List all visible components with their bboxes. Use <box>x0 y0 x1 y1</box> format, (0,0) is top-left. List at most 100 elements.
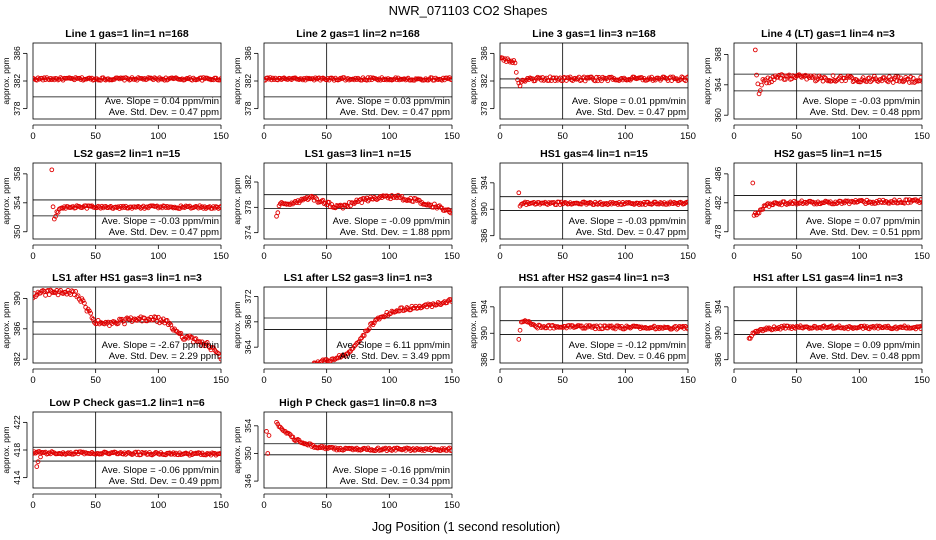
avg-slope-text: Ave. Slope = 0.09 ppm/min <box>806 340 920 351</box>
scatter-panel: LS1 gas=3 lin=1 n=15 0 50 100 150 374 378 382ap… <box>232 148 460 262</box>
x-tick-label: 100 <box>150 500 166 511</box>
x-tick-label: 150 <box>914 375 930 386</box>
data-point <box>895 74 901 80</box>
data-point <box>584 201 589 207</box>
avg-std-dev-text: Ave. Std. Dev. = 0.34 ppm <box>340 476 450 487</box>
data-point <box>754 72 759 78</box>
y-axis-label: approx. ppm <box>1 177 11 224</box>
y-tick-label: 422 <box>12 415 22 429</box>
y-axis-label: approx. ppm <box>702 177 712 224</box>
data-point <box>685 199 688 205</box>
data-point <box>87 75 92 81</box>
data-point <box>58 287 63 293</box>
data-point <box>154 319 160 324</box>
avg-std-dev-text: Ave. Std. Dev. = 0.47 ppm <box>576 107 686 118</box>
data-point <box>907 80 912 85</box>
plot-frame <box>263 286 453 364</box>
y-tick-label: 390 <box>713 326 723 340</box>
data-point <box>500 55 505 61</box>
data-point <box>918 74 922 80</box>
data-point <box>784 202 789 207</box>
data-point <box>218 451 221 457</box>
data-point <box>376 195 382 200</box>
data-point <box>858 79 863 85</box>
data-point <box>265 75 271 81</box>
data-point <box>859 323 865 329</box>
data-point <box>51 216 57 222</box>
data-point <box>918 326 922 331</box>
data-point <box>747 336 753 341</box>
x-tick-label: 0 <box>497 131 502 142</box>
scatter-panel: HS1 after LS1 gas=4 lin=1 n=3 0 50 100 150 38… <box>702 272 930 386</box>
avg-slope-text: Ave. Slope = -0.03 ppm/min <box>569 216 686 227</box>
data-point <box>750 180 756 186</box>
data-point <box>316 361 322 363</box>
scatter-panel: LS2 gas=2 lin=1 n=15 0 50 100 150 350 354 358ap… <box>1 148 229 262</box>
x-tick-label: 0 <box>261 375 266 386</box>
y-axis-label: approx. ppm <box>232 301 242 348</box>
panel-title: HS1 gas=4 lin=1 n=15 <box>540 148 648 160</box>
data-point <box>120 319 126 324</box>
data-point <box>351 344 357 349</box>
panel-title: Line 4 (LT) gas=1 lin=4 n=3 <box>761 28 895 40</box>
data-point <box>375 77 381 83</box>
data-point <box>870 76 876 82</box>
x-tick-label: 0 <box>497 251 502 262</box>
data-point <box>880 197 886 203</box>
data-point <box>313 360 318 363</box>
data-point <box>849 75 855 80</box>
avg-std-dev-text: Ave. Std. Dev. = 0.48 ppm <box>810 107 920 118</box>
data-point <box>771 324 777 330</box>
y-tick-label: 382 <box>243 74 253 88</box>
panel-title: LS1 gas=3 lin=1 n=15 <box>305 148 412 160</box>
data-point <box>365 75 371 80</box>
data-point <box>439 205 445 211</box>
data-point <box>34 464 40 469</box>
avg-std-dev-text: Ave. Std. Dev. = 0.48 ppm <box>810 351 920 362</box>
y-tick-label: 390 <box>12 291 22 305</box>
avg-std-dev-text: Ave. Std. Dev. = 0.47 ppm <box>109 107 219 118</box>
y-tick-label: 372 <box>243 289 253 303</box>
y-axis-label: approx. ppm <box>702 301 712 348</box>
data-point <box>50 204 56 210</box>
data-point <box>448 297 452 302</box>
data-point <box>890 80 896 85</box>
data-point <box>49 167 55 173</box>
x-tick-label: 50 <box>321 375 332 386</box>
x-tick-label: 100 <box>381 375 397 386</box>
data-point <box>374 316 380 322</box>
scatter-panel: Line 4 (LT) gas=1 lin=4 n=3 0 50 100 150 360 3… <box>702 28 930 142</box>
y-tick-label: 394 <box>479 175 489 189</box>
data-point <box>556 199 562 205</box>
data-point <box>619 323 624 329</box>
data-point <box>311 77 317 83</box>
data-point <box>162 320 167 326</box>
data-point <box>646 75 652 81</box>
data-point <box>366 326 372 331</box>
data-point <box>178 330 184 336</box>
x-tick-label: 150 <box>213 251 229 262</box>
y-tick-label: 350 <box>12 224 22 238</box>
scatter-panel: HS1 gas=4 lin=1 n=15 0 50 100 150 386 390 394ap… <box>468 148 696 262</box>
y-axis-label: approx. ppm <box>232 177 242 224</box>
points-group <box>750 180 922 218</box>
y-tick-label: 368 <box>243 314 253 328</box>
scatter-panel: Line 3 gas=1 lin=3 n=168 0 50 100 150 378 382 3… <box>468 28 696 142</box>
x-tick-label: 0 <box>261 500 266 511</box>
avg-slope-text: Ave. Slope = -0.09 ppm/min <box>333 216 450 227</box>
data-point <box>829 323 835 329</box>
data-point <box>324 202 330 208</box>
y-tick-label: 346 <box>243 474 253 488</box>
data-point <box>893 74 899 80</box>
data-point <box>392 195 397 200</box>
y-tick-label: 378 <box>479 101 489 115</box>
data-point <box>764 80 769 86</box>
data-point <box>153 315 159 320</box>
data-point <box>345 204 351 209</box>
x-tick-label: 100 <box>381 131 397 142</box>
data-point <box>449 77 452 83</box>
data-point <box>516 80 522 86</box>
scatter-panel: High P Check gas=1 lin=0.8 n=3 0 50 100 150 3… <box>232 397 460 511</box>
data-point <box>834 78 840 83</box>
x-tick-label: 100 <box>150 375 166 386</box>
